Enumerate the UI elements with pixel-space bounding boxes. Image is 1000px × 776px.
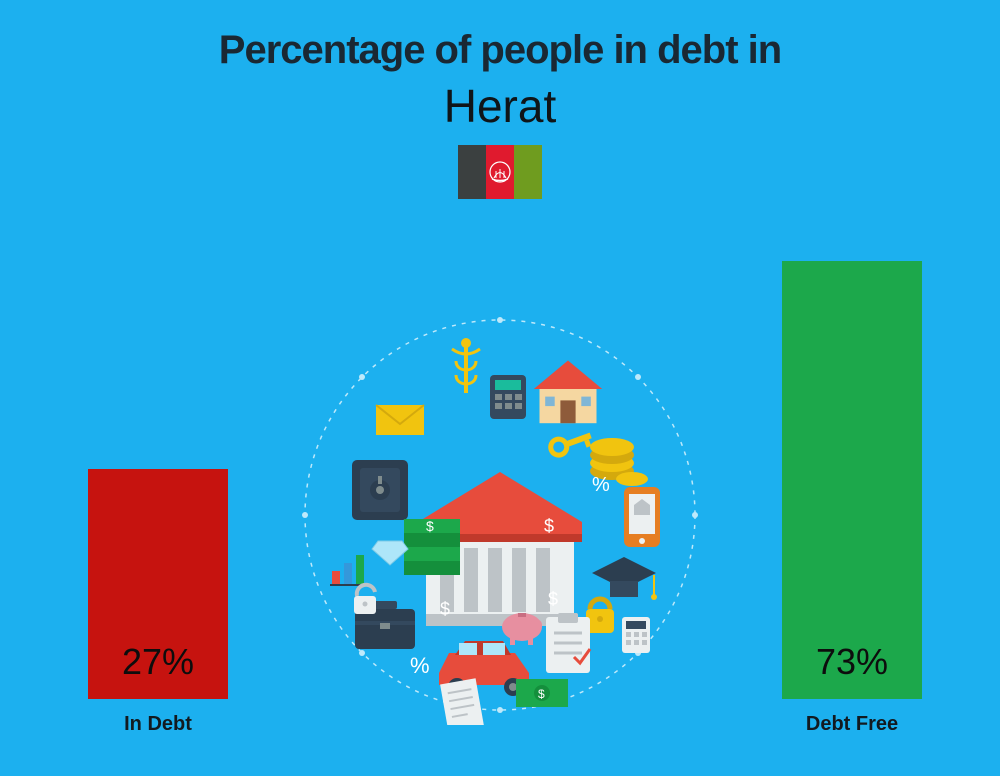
dollar-icon: $ [440, 599, 450, 619]
bar-label: In Debt [124, 713, 192, 736]
house-icon [534, 361, 602, 424]
percent-icon: % [410, 653, 430, 678]
safe-icon [352, 460, 408, 520]
flag-stripe-green [514, 145, 542, 199]
banknote-icon: $ [516, 679, 568, 707]
bar-chart: 27% In Debt 73% Debt Free [0, 256, 1000, 736]
diamond-icon [372, 541, 408, 565]
flag-stripe-black [458, 145, 486, 199]
afghanistan-flag [458, 145, 542, 199]
clipboard-icon [546, 613, 590, 673]
padlock-icon [586, 599, 614, 633]
caduceus-icon [452, 338, 480, 393]
piggy-icon [502, 613, 542, 645]
bar-debt-free: 73% Debt Free [782, 261, 922, 736]
key-icon [548, 428, 594, 459]
percent-icon: % [592, 474, 610, 496]
svg-text:$: $ [538, 687, 545, 701]
envelope-icon [376, 405, 424, 435]
calculator-icon [490, 375, 526, 419]
finance-illustration: $ [290, 305, 710, 725]
bar-rect: 73% [782, 261, 922, 699]
bar-in-debt: 27% In Debt [88, 469, 228, 736]
bar-chart-icon [330, 555, 368, 585]
bar-label: Debt Free [806, 713, 898, 736]
gradcap-icon [592, 557, 657, 600]
open-lock-icon [354, 585, 376, 614]
svg-text:$: $ [426, 518, 434, 534]
page-subtitle: Herat [0, 79, 1000, 133]
document-icon [440, 678, 484, 725]
svg-text:$: $ [544, 516, 554, 536]
bar-rect: 27% [88, 469, 228, 699]
page-title: Percentage of people in debt in [0, 0, 1000, 73]
bar-value: 73% [782, 641, 922, 683]
bar-value: 27% [88, 641, 228, 683]
cash-stack-icon: $ [404, 518, 460, 575]
dollar-icon: $ [548, 589, 558, 609]
flag-emblem-icon [485, 157, 515, 187]
calculator-small-icon [622, 617, 650, 653]
phone-icon [624, 487, 660, 547]
